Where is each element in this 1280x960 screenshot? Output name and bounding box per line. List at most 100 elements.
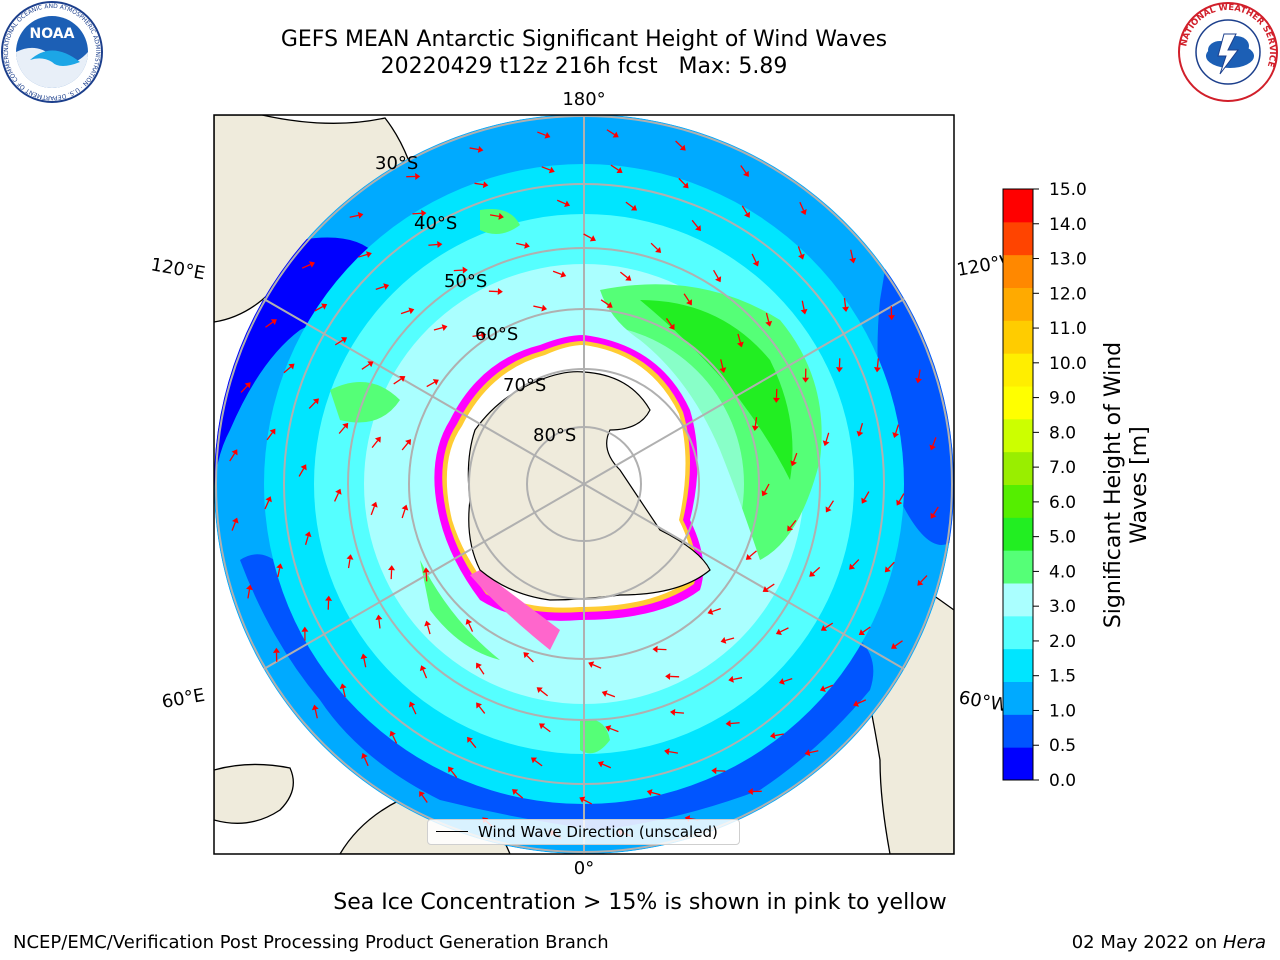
wave-direction-arrowhead	[802, 377, 810, 383]
wave-direction-arrow	[602, 763, 612, 769]
wave-direction-arrowhead	[800, 208, 807, 215]
wave-direction-arrowhead	[361, 753, 368, 760]
wave-direction-arrowhead	[744, 211, 751, 218]
wave-direction-arrowhead	[787, 525, 794, 532]
wave-direction-arrow	[809, 750, 819, 754]
wave-direction-arrow	[334, 492, 339, 502]
lon-label-60e: 60°E	[160, 685, 206, 713]
lon-label-180: 180°	[562, 89, 605, 110]
legend-label: Wind Wave Direction (unscaled)	[478, 823, 718, 841]
wave-direction-arrow	[298, 468, 305, 477]
wave-direction-arrow	[541, 166, 551, 171]
wave-direction-arrow	[552, 270, 562, 275]
wave-direction-arrow	[720, 359, 724, 369]
wave-direction-arrow	[774, 733, 784, 737]
wave-direction-arrow	[789, 519, 797, 528]
wave-direction-arrowhead	[357, 211, 364, 219]
wave-direction-arrowhead	[835, 367, 843, 373]
wave-direction-arrowhead	[711, 767, 717, 775]
wave-direction-arrowhead	[589, 235, 596, 242]
wave-direction-arrowhead	[375, 614, 383, 620]
wave-direction-arrowhead	[888, 315, 896, 321]
wave-direction-arrowhead	[896, 499, 903, 506]
footer-host: Hera	[1222, 932, 1266, 953]
wave-direction-arrowhead	[360, 653, 368, 660]
wave-direction-arrowhead	[778, 678, 785, 685]
wave-direction-arrowhead	[664, 748, 670, 756]
wave-direction-arrowhead	[745, 553, 752, 560]
wave-direction-arrow	[876, 358, 879, 368]
wave-direction-arrowhead	[579, 796, 586, 803]
wave-direction-arrow	[534, 759, 543, 767]
wave-direction-arrow	[625, 201, 634, 209]
wave-direction-arrow	[764, 483, 770, 493]
wave-direction-arrowhead	[775, 628, 782, 635]
wave-direction-arrow	[349, 214, 359, 218]
wave-direction-arrow	[229, 453, 236, 462]
wave-direction-arrowhead	[669, 708, 676, 716]
wave-direction-arrowhead	[853, 700, 860, 707]
wave-direction-arrow	[740, 165, 747, 174]
wave-direction-arrowhead	[630, 204, 638, 211]
wave-direction-arrowhead	[341, 337, 348, 344]
wave-direction-arrowhead	[383, 283, 390, 290]
wave-direction-arrowhead	[892, 432, 899, 438]
wave-direction-arrowhead	[371, 501, 378, 508]
wave-direction-arrowhead	[751, 425, 759, 432]
sea-ice-note: Sea Ice Concentration > 15% is shown in …	[333, 890, 947, 915]
footer-date-text: 02 May 2022 on	[1071, 932, 1223, 953]
wave-direction-arrow	[370, 506, 375, 516]
wave-direction-arrow	[619, 271, 628, 279]
wave-direction-arrowhead	[728, 675, 734, 683]
wave-direction-arrowhead	[769, 732, 776, 740]
wave-direction-arrowhead	[477, 146, 484, 153]
wave-direction-arrow	[843, 297, 847, 308]
wave-direction-arrowhead	[419, 791, 425, 798]
wave-direction-arrowhead	[311, 704, 319, 711]
wind-wave-arrows	[229, 129, 939, 839]
wave-direction-arrowhead	[605, 725, 612, 732]
wave-direction-arrowhead	[300, 464, 307, 471]
wave-direction-arrow	[469, 147, 479, 151]
wave-direction-arrowhead	[325, 595, 333, 601]
wave-direction-arrow	[401, 442, 409, 451]
wave-direction-arrow	[474, 182, 484, 186]
wave-direction-arrow	[828, 500, 834, 509]
wave-direction-arrowhead	[772, 397, 780, 403]
wave-direction-arrowhead	[276, 563, 284, 569]
wave-direction-arrowhead	[342, 422, 349, 429]
wave-direction-arrowhead	[424, 620, 431, 627]
wave-direction-arrowhead	[512, 789, 519, 796]
wave-direction-arrowhead	[819, 685, 826, 692]
wave-direction-arrow	[266, 432, 273, 441]
wave-direction-arrow	[540, 689, 549, 697]
wave-direction-arrow	[857, 699, 867, 705]
wave-direction-arrowhead	[601, 690, 608, 697]
wave-direction-arrow	[478, 666, 485, 675]
wave-direction-arrow	[797, 246, 802, 256]
wave-direction-arrowhead	[616, 167, 623, 174]
wave-direction-arrowhead	[725, 719, 731, 727]
lon-label-120e: 120°E	[149, 254, 207, 284]
wave-direction-arrowhead	[929, 444, 936, 451]
wave-direction-arrowhead	[312, 398, 319, 405]
wave-direction-arrow	[314, 305, 324, 312]
wave-direction-arrow	[583, 233, 592, 239]
wave-direction-arrowhead	[321, 303, 328, 310]
wave-direction-arrow	[801, 300, 805, 310]
wave-direction-arrow	[683, 293, 690, 302]
wave-direction-arrow	[600, 299, 609, 306]
wave-direction-arrowhead	[597, 760, 604, 768]
wave-direction-arrow	[361, 363, 370, 370]
wave-direction-arrowhead	[301, 626, 309, 632]
wave-direction-arrow	[754, 417, 758, 427]
wave-direction-arrow	[533, 305, 543, 309]
wave-direction-arrowhead	[707, 608, 714, 615]
wave-direction-arrow	[610, 164, 619, 171]
wave-direction-arrowhead	[405, 439, 412, 446]
plot-subtitle: 20220429 t12z 216h fcst Max: 5.89	[380, 54, 788, 79]
wave-direction-arrow	[363, 658, 367, 668]
wave-direction-arrow	[799, 201, 805, 211]
wave-direction-arrowhead	[476, 662, 482, 669]
wave-direction-arrow	[240, 385, 248, 393]
